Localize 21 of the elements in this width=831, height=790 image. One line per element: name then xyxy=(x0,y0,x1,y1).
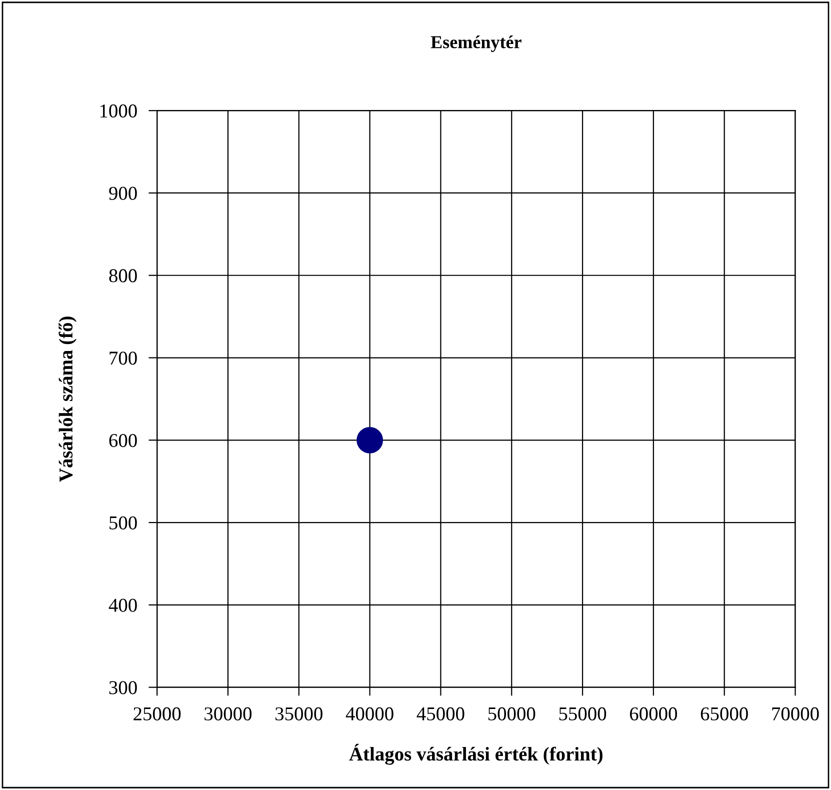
x-tick-label: 60000 xyxy=(630,707,678,720)
x-tick-label: 25000 xyxy=(134,707,181,720)
x-tick-label: 55000 xyxy=(559,707,606,720)
y-tick-label: 900 xyxy=(109,186,137,200)
y-tick-label: 300 xyxy=(109,681,137,694)
x-tick-label: 30000 xyxy=(204,707,252,720)
y-tick-label: 400 xyxy=(108,598,137,612)
y-tick-label: 600 xyxy=(109,434,137,448)
y-tick-label: 500 xyxy=(110,516,137,530)
x-tick-label: 70000 xyxy=(772,707,819,720)
x-tick-label: 65000 xyxy=(700,707,748,720)
x-tick-label: 50000 xyxy=(488,707,536,720)
y-tick-label: 700 xyxy=(110,352,137,365)
chart-title: Eseménytér xyxy=(430,36,522,52)
y-tick-label: 800 xyxy=(109,269,137,282)
x-tick-label: 45000 xyxy=(416,707,464,720)
y-axis-title: Vásárlók száma (fő) xyxy=(58,316,77,482)
x-tick-label: 40000 xyxy=(346,707,394,720)
y-tick-label: 1000 xyxy=(100,104,137,118)
x-tick-label: 35000 xyxy=(276,707,322,720)
x-axis-title: Átlagos vásárlási érték (forint) xyxy=(349,744,602,765)
